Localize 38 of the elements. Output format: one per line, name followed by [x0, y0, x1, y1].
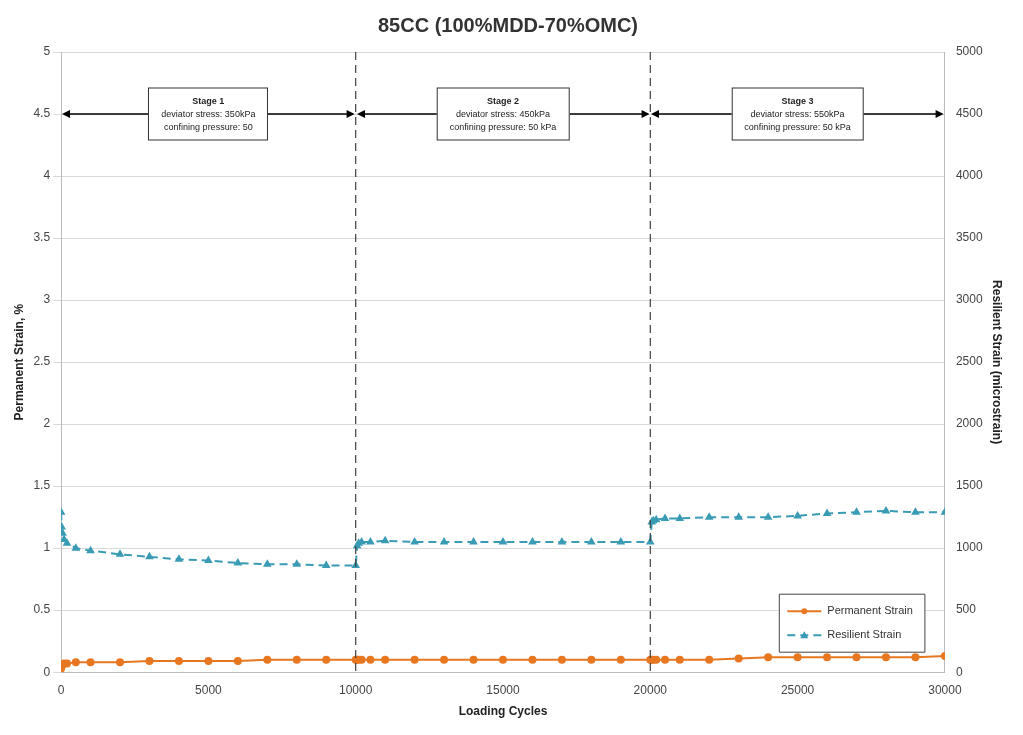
y-tick-label: 0.5: [33, 602, 51, 617]
y2-tick-label: 2000: [955, 416, 983, 431]
y-tick-label: 3: [43, 292, 51, 307]
y2-axis-title: Resilient Strain (microstrain): [990, 280, 1005, 445]
x-tick-label: 25000: [780, 682, 815, 697]
y-tick-label: 5: [43, 44, 51, 59]
annotation: Stage 1 deviator stress: 350kPa confining pressure: 50: [161, 94, 256, 134]
x-tick-label: 5000: [195, 682, 223, 697]
y2-tick-label: 4500: [955, 106, 983, 121]
x-axis-title: Loading Cycles: [458, 704, 548, 719]
y-tick-label: 1.5: [33, 478, 51, 493]
y2-tick-label: 3500: [955, 230, 983, 245]
y2-tick-label: 4000: [955, 168, 983, 183]
y-tick-label: 1: [43, 540, 51, 555]
y2-tick-label: 0: [955, 664, 963, 679]
x-tick-label: 30000: [928, 682, 962, 697]
y-axis-title: Permanent Strain, %: [11, 303, 26, 421]
y-tick-label: 2.5: [33, 354, 51, 369]
y2-tick-label: 5000: [955, 44, 983, 59]
chart-title: 85CC (100%MDD-70%OMC): [377, 13, 639, 36]
y-tick-label: 2: [43, 416, 51, 431]
x-tick-label: 15000: [486, 682, 520, 697]
legend-label: Permanent Strain: [827, 604, 913, 617]
y2-tick-label: 1500: [955, 478, 983, 493]
y2-tick-label: 2500: [955, 354, 983, 369]
y2-tick-label: 1000: [955, 540, 983, 555]
annotation: Stage 2 deviator stress: 450kPa confining pressure: 50 kPa: [449, 94, 557, 134]
legend-label: Resilient Strain: [827, 628, 902, 641]
x-tick-label: 20000: [633, 682, 668, 697]
y-tick-label: 4: [43, 168, 51, 183]
y-tick-label: 3.5: [33, 230, 51, 245]
y2-tick-label: 3000: [955, 292, 983, 307]
y-tick-label: 0: [43, 664, 51, 679]
x-tick-label: 10000: [339, 682, 373, 697]
y2-tick-label: 500: [955, 602, 977, 617]
annotation: Stage 3 deviator stress: 550kPa confining pressure: 50 kPa: [744, 94, 851, 134]
x-tick-label: 0: [57, 682, 65, 697]
y-tick-label: 4.5: [33, 106, 51, 121]
